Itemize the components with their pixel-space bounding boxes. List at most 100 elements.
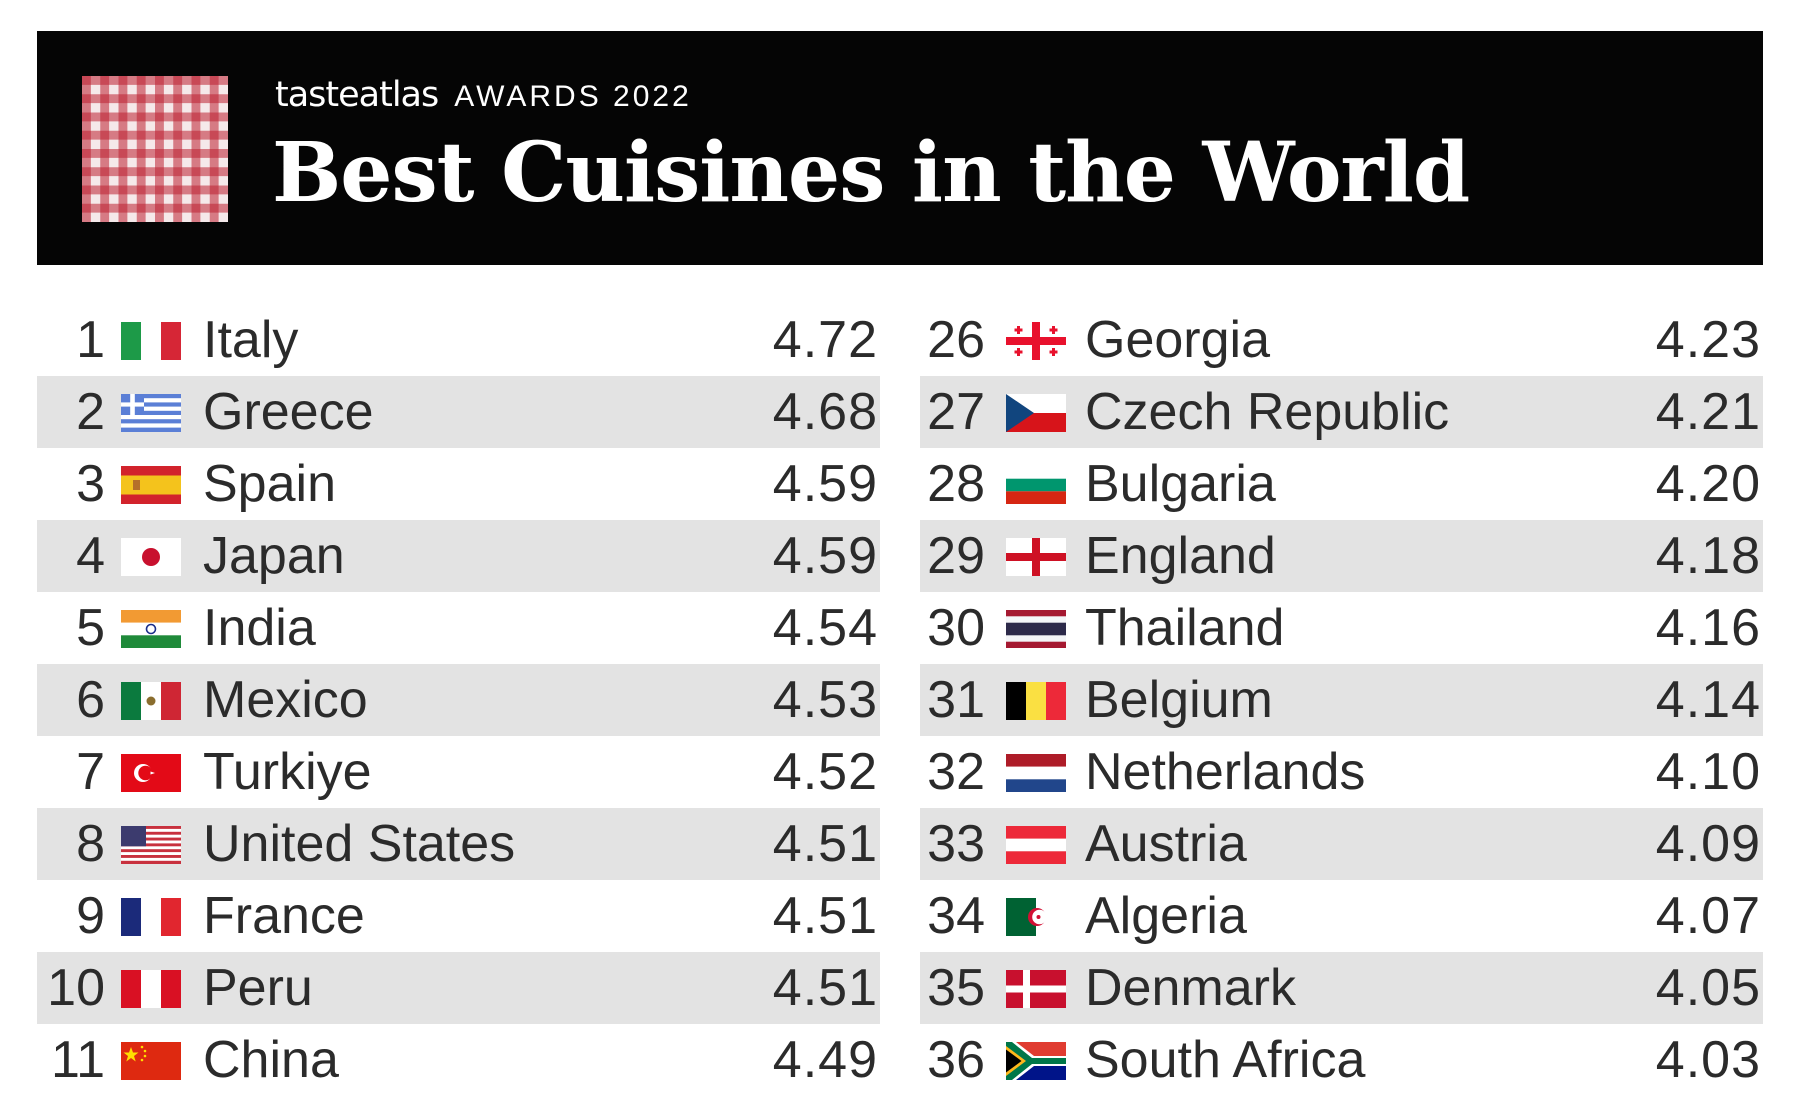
- country-name: Italy: [203, 311, 299, 369]
- ranking-row: 6 Mexico 4.53: [37, 664, 880, 736]
- ranking-row: 2 Greece 4.68: [37, 376, 880, 448]
- score-value: 4.49: [772, 1031, 878, 1089]
- ranking-row: 33 Austria 4.09: [920, 808, 1763, 880]
- score-value: 4.09: [1655, 815, 1761, 873]
- score-value: 4.23: [1655, 311, 1761, 369]
- japan-flag-icon: [121, 538, 181, 576]
- country-name: France: [203, 887, 365, 945]
- header-banner: tasteatlas AWARDS 2022 Best Cuisines in …: [37, 31, 1763, 265]
- ranking-row: 4 Japan 4.59: [37, 520, 880, 592]
- country-name: Algeria: [1085, 887, 1247, 945]
- score-value: 4.20: [1655, 455, 1761, 513]
- rankings-left-column: 1 Italy 4.72 2 Greece 4.68 3 Spain 4.59 …: [37, 304, 880, 1096]
- score-value: 4.59: [772, 455, 878, 513]
- rank-number: 32: [927, 743, 985, 801]
- ranking-row: 9 France 4.51: [37, 880, 880, 952]
- rank-number: 10: [47, 959, 105, 1017]
- rank-number: 6: [76, 671, 105, 729]
- country-name: Japan: [203, 527, 345, 585]
- country-name: Bulgaria: [1085, 455, 1276, 513]
- south-africa-flag-icon: [1006, 1042, 1066, 1080]
- country-name: Peru: [203, 959, 313, 1017]
- ranking-row: 1 Italy 4.72: [37, 304, 880, 376]
- france-flag-icon: [121, 898, 181, 936]
- rank-number: 5: [76, 599, 105, 657]
- ranking-row: 27 Czech Republic 4.21: [920, 376, 1763, 448]
- country-name: Czech Republic: [1085, 383, 1450, 441]
- country-name: Georgia: [1085, 311, 1270, 369]
- country-name: Turkiye: [203, 743, 372, 801]
- austria-flag-icon: [1006, 826, 1066, 864]
- country-name: England: [1085, 527, 1276, 585]
- rank-number: 36: [927, 1031, 985, 1089]
- score-value: 4.51: [772, 815, 878, 873]
- rankings-right-column: 26 Georgia 4.23 27 Czech Republic 4.21 2…: [920, 304, 1763, 1096]
- score-value: 4.51: [772, 959, 878, 1017]
- ranking-row: 5 India 4.54: [37, 592, 880, 664]
- brand-name: tasteatlas: [275, 75, 439, 115]
- rank-number: 2: [76, 383, 105, 441]
- score-value: 4.10: [1655, 743, 1761, 801]
- ranking-row: 36 South Africa 4.03: [920, 1024, 1763, 1096]
- england-flag-icon: [1006, 538, 1066, 576]
- rank-number: 9: [76, 887, 105, 945]
- ranking-row: 28 Bulgaria 4.20: [920, 448, 1763, 520]
- ranking-row: 7 Turkiye 4.52: [37, 736, 880, 808]
- algeria-flag-icon: [1006, 898, 1066, 936]
- spain-flag-icon: [121, 466, 181, 504]
- score-value: 4.52: [772, 743, 878, 801]
- ranking-row: 11 China 4.49: [37, 1024, 880, 1096]
- ranking-row: 26 Georgia 4.23: [920, 304, 1763, 376]
- ranking-row: 31 Belgium 4.14: [920, 664, 1763, 736]
- greece-flag-icon: [121, 394, 181, 432]
- score-value: 4.18: [1655, 527, 1761, 585]
- score-value: 4.68: [772, 383, 878, 441]
- score-value: 4.05: [1655, 959, 1761, 1017]
- turkiye-flag-icon: [121, 754, 181, 792]
- ranking-row: 29 England 4.18: [920, 520, 1763, 592]
- country-name: Netherlands: [1085, 743, 1366, 801]
- ranking-row: 35 Denmark 4.05: [920, 952, 1763, 1024]
- rank-number: 34: [927, 887, 985, 945]
- country-name: Spain: [203, 455, 336, 513]
- peru-flag-icon: [121, 970, 181, 1008]
- czech-republic-flag-icon: [1006, 394, 1066, 432]
- belgium-flag-icon: [1006, 682, 1066, 720]
- country-name: India: [203, 599, 316, 657]
- country-name: Austria: [1085, 815, 1247, 873]
- score-value: 4.14: [1655, 671, 1761, 729]
- score-value: 4.54: [772, 599, 878, 657]
- rank-number: 26: [927, 311, 985, 369]
- score-value: 4.59: [772, 527, 878, 585]
- georgia-flag-icon: [1006, 322, 1066, 360]
- country-name: Belgium: [1085, 671, 1273, 729]
- country-name: United States: [203, 815, 516, 873]
- rank-number: 7: [76, 743, 105, 801]
- rank-number: 1: [76, 311, 105, 369]
- score-value: 4.03: [1655, 1031, 1761, 1089]
- score-value: 4.07: [1655, 887, 1761, 945]
- rank-number: 3: [76, 455, 105, 513]
- award-label: AWARDS 2022: [454, 80, 692, 113]
- page-title: Best Cuisines in the World: [272, 125, 1470, 221]
- rank-number: 4: [76, 527, 105, 585]
- ranking-row: 3 Spain 4.59: [37, 448, 880, 520]
- china-flag-icon: [121, 1042, 181, 1080]
- denmark-flag-icon: [1006, 970, 1066, 1008]
- thailand-flag-icon: [1006, 610, 1066, 648]
- score-value: 4.53: [772, 671, 878, 729]
- united-states-flag-icon: [121, 826, 181, 864]
- rank-number: 8: [76, 815, 105, 873]
- india-flag-icon: [121, 610, 181, 648]
- ranking-row: 34 Algeria 4.07: [920, 880, 1763, 952]
- score-value: 4.72: [772, 311, 878, 369]
- ranking-row: 8 United States 4.51: [37, 808, 880, 880]
- rank-number: 30: [927, 599, 985, 657]
- bulgaria-flag-icon: [1006, 466, 1066, 504]
- rank-number: 31: [927, 671, 985, 729]
- score-value: 4.51: [772, 887, 878, 945]
- country-name: Denmark: [1085, 959, 1296, 1017]
- country-name: South Africa: [1085, 1031, 1366, 1089]
- ranking-row: 10 Peru 4.51: [37, 952, 880, 1024]
- rank-number: 11: [51, 1031, 105, 1089]
